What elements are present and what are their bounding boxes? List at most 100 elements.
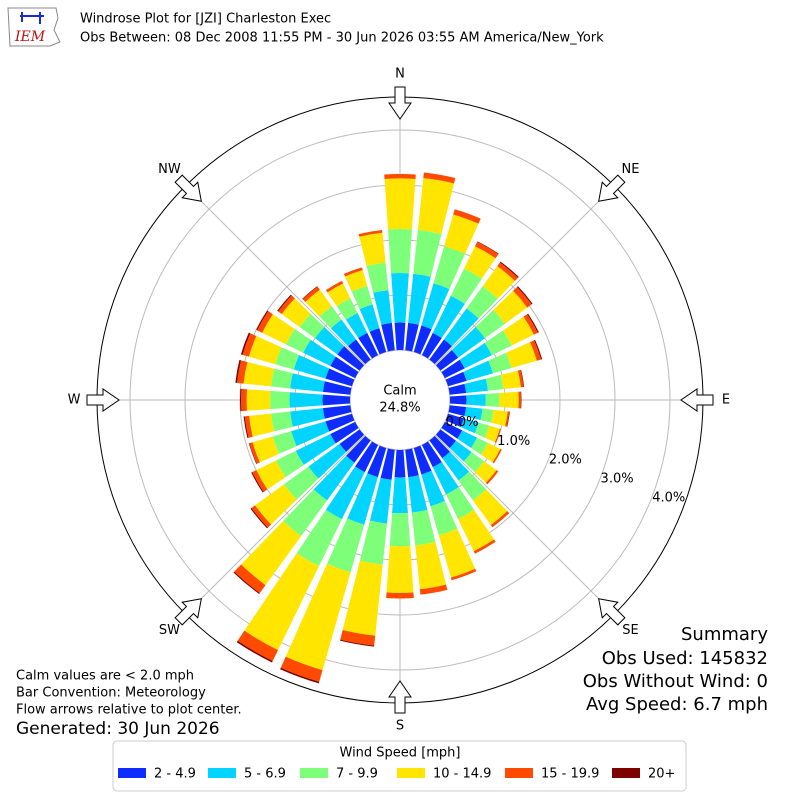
bar-segment [346,435,371,463]
bar-segment [435,349,459,371]
flow-arrow [388,86,412,120]
bar-segment [490,511,510,528]
flow-arrow-shape [598,598,626,626]
bar-segment [302,286,318,300]
bar-segment [445,371,467,387]
bar-segment [289,392,323,408]
bar-segment [458,509,495,552]
bar-segment [413,229,442,277]
bar-segment [251,505,272,528]
bar-segment [272,431,297,454]
legend-box [112,740,687,792]
bar-segment [445,413,464,428]
bar-segment [391,272,409,323]
bar-segment [237,630,279,661]
bar-segment [435,429,457,449]
legend-label: 5 - 6.9 [244,767,286,782]
radial-tick-label: 4.0% [652,490,685,505]
bar-segment [348,339,371,365]
bar-segment [499,391,519,409]
bar-segment [262,314,295,345]
bar-segment [330,421,359,444]
bar-segment [355,441,379,473]
bar-segment [408,475,428,513]
bar-segment [256,310,269,331]
bar-segment [459,342,492,369]
bar-segment [444,214,479,254]
bar-segment [285,563,351,671]
legend-swatch [397,768,425,778]
bar-segment [482,266,515,299]
bar-segment [413,325,432,355]
bar-segment [369,477,392,524]
grid-spoke [435,185,615,365]
bar-segment [330,319,357,347]
bar-segment [322,381,352,395]
bar-segment [241,521,302,586]
bar-segment [485,470,499,485]
legend-label: 2 - 4.9 [154,767,196,782]
bar-segment [442,451,470,481]
direction-label: NW [158,162,181,177]
bar-segment [240,388,242,412]
legend-label: 10 - 14.9 [433,767,491,782]
bar-segment [337,346,365,371]
bar-segment [473,539,496,554]
grid-spoke [185,185,365,365]
bar-segment [389,512,411,547]
bar-segment [340,639,375,647]
bar-segment [359,304,380,332]
direction-label: W [68,393,81,408]
bar-segment [240,332,251,355]
bar-segment [250,507,268,529]
bar-segment [421,283,450,330]
bar-segment [408,273,431,325]
bar-segment [275,347,300,370]
bar-segment [473,489,508,525]
bar-segment [503,316,534,346]
flow-arrow [388,680,412,714]
direction-label: NE [622,162,640,177]
bar-segment [415,541,447,590]
bar-segment [257,311,273,333]
bar-segment [386,545,414,593]
bar-segment [449,440,472,462]
bar-segment [517,286,533,305]
bar-segment [251,472,264,493]
bar-segment [296,509,342,567]
radial-tick-label: 3.0% [601,472,634,487]
bar-segment [295,433,336,465]
bar-segment [283,466,319,500]
bar-segment [243,361,275,387]
bar-segment [449,395,467,405]
bar-segment [443,308,479,347]
bar-segment [277,294,292,312]
bar-segment [466,394,486,406]
bar-segment [477,241,499,255]
bar-segment [505,411,510,427]
bar-segment [319,306,342,329]
bar-segment [513,286,532,308]
bar-segment [475,309,505,339]
radial-tick-label: 0.0% [446,415,479,430]
bar-segment [256,460,286,490]
bar-segment [441,359,465,379]
bar-segment [327,283,351,307]
bar-segment [429,435,451,459]
bar-segment [308,443,347,479]
flow-arrow-shape [86,388,120,412]
bar-segment [322,394,351,406]
bar-segment [405,322,419,352]
bar-segment [474,461,497,483]
bar-segment [280,667,320,684]
bar-segment [481,442,501,463]
calm-value: 24.8% [379,401,420,416]
bar-segment [500,370,521,390]
flow-arrow [680,388,714,412]
bar-segment [249,442,260,464]
bar-segment [233,571,260,594]
flow-arrow-shape [388,680,412,714]
direction-label: SW [159,623,180,638]
bar-segment [488,352,512,374]
bar-segment [466,286,498,319]
